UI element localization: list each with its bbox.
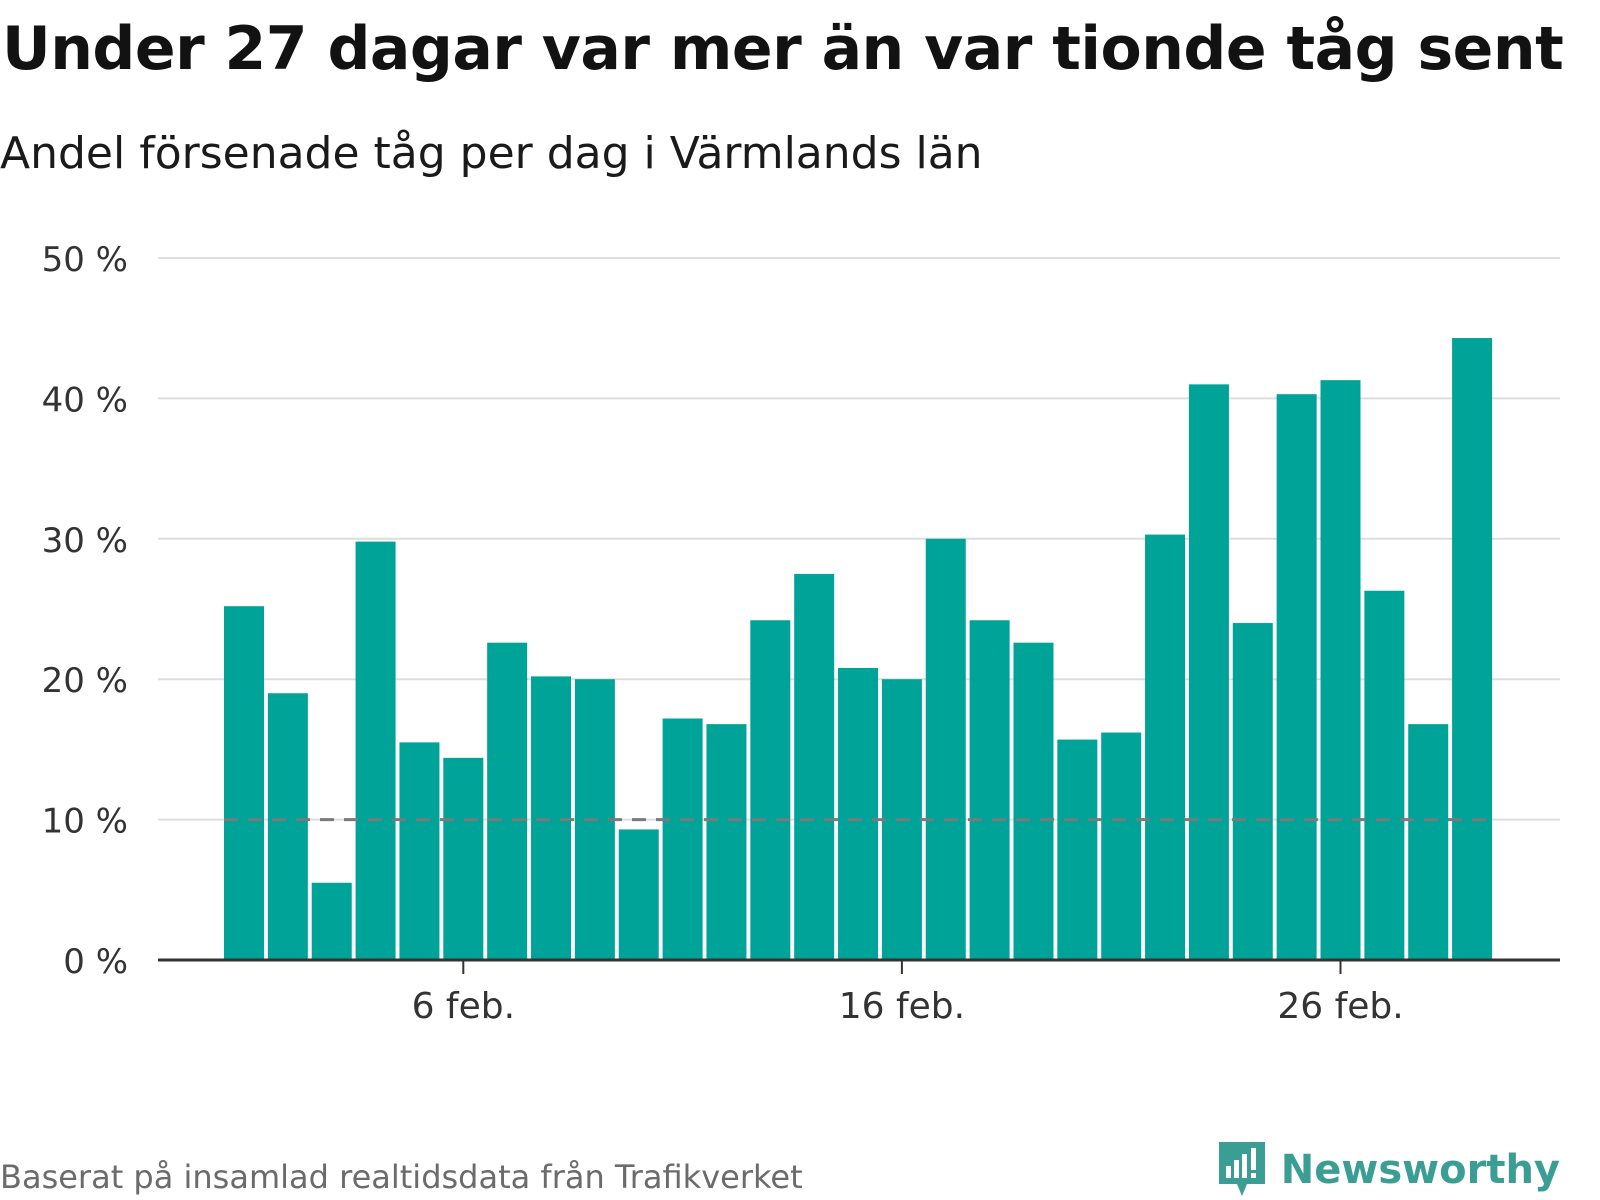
bar bbox=[224, 606, 264, 960]
bar-chart: 0 % 10 % 20 % 30 % 40 % 50 % 6 feb. 16 feb. 26 f… bbox=[42, 240, 1560, 1027]
bar bbox=[1320, 380, 1361, 960]
bar bbox=[399, 742, 440, 960]
chart-title: Under 27 dagar var mer än var tionde tåg… bbox=[2, 14, 1564, 84]
x-tick-label: 26 feb. bbox=[1277, 986, 1403, 1027]
y-tick-label: 30 % bbox=[42, 521, 128, 561]
bar bbox=[794, 573, 835, 960]
y-tick-label: 50 % bbox=[42, 240, 128, 280]
bar bbox=[1013, 642, 1054, 960]
bar bbox=[1145, 534, 1186, 960]
source-note: Baserat på insamlad realtidsdata från Tr… bbox=[0, 1158, 803, 1196]
newsworthy-logo-icon bbox=[1218, 1142, 1265, 1196]
bar bbox=[1057, 739, 1098, 960]
y-tick-label: 40 % bbox=[42, 380, 128, 420]
bar bbox=[443, 757, 484, 960]
x-tick-label: 6 feb. bbox=[412, 986, 515, 1027]
y-tick-label: 20 % bbox=[42, 661, 128, 701]
bar bbox=[311, 882, 352, 960]
x-tick-label: 16 feb. bbox=[839, 986, 965, 1027]
bar bbox=[1364, 590, 1405, 960]
bar bbox=[1232, 623, 1273, 960]
bar bbox=[1276, 394, 1317, 960]
y-tick-label: 10 % bbox=[42, 802, 128, 842]
bar bbox=[487, 642, 528, 960]
bar bbox=[1101, 732, 1142, 960]
bars bbox=[224, 338, 1493, 960]
bar bbox=[925, 538, 966, 960]
axes: 0 % 10 % 20 % 30 % 40 % 50 % 6 feb. 16 feb. 26 f… bbox=[42, 240, 1560, 1027]
bar bbox=[1188, 384, 1229, 960]
bar bbox=[1452, 338, 1493, 960]
bar bbox=[267, 693, 308, 960]
bar bbox=[706, 724, 747, 960]
bar bbox=[662, 718, 703, 960]
brand-name: Newsworthy bbox=[1280, 1147, 1560, 1193]
bar bbox=[838, 667, 879, 960]
chart-subtitle: Andel försenade tåg per dag i Värmlands … bbox=[0, 128, 983, 179]
bar bbox=[750, 620, 791, 960]
bar bbox=[1408, 724, 1449, 960]
bar bbox=[355, 541, 396, 960]
bar bbox=[969, 620, 1010, 960]
brand-logo: Newsworthy bbox=[1217, 1140, 1560, 1200]
y-tick-label: 0 % bbox=[63, 942, 128, 982]
bar bbox=[618, 829, 659, 960]
